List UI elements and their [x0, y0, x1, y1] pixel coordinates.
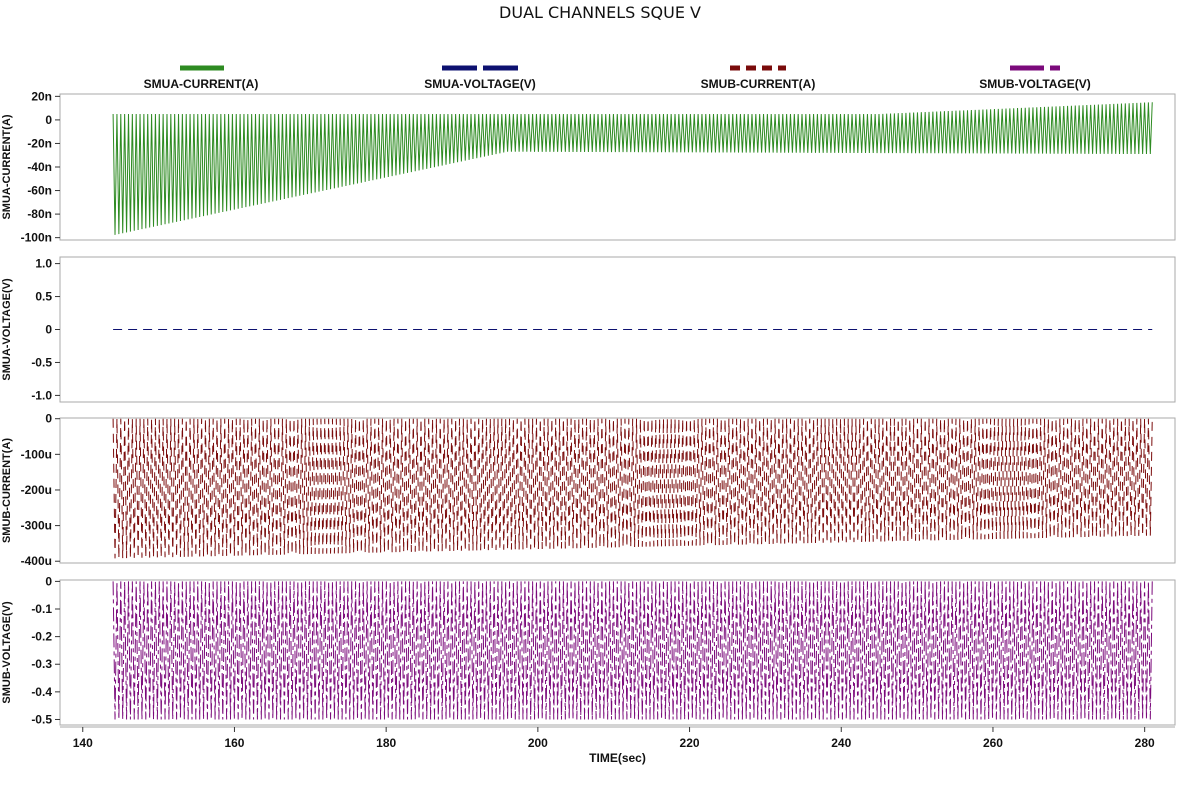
y-tick-label: 0 — [45, 412, 52, 426]
x-tick-label: 260 — [983, 736, 1003, 750]
x-tick-label: 220 — [680, 736, 700, 750]
y-tick-label: -400u — [21, 554, 52, 568]
y-tick-label: -20n — [27, 136, 52, 150]
series-trace-3 — [112, 418, 1153, 559]
y-tick-label: 0 — [45, 113, 52, 127]
x-tick-label: 140 — [73, 736, 93, 750]
panel-3: 0 -100u -200u -300u -400u SMUB-CURRENT(A) — [1, 412, 1176, 568]
y-tick-label: -0.5 — [31, 355, 52, 369]
y-tick-label: -1.0 — [31, 388, 52, 402]
y-tick-label: -0.1 — [31, 602, 52, 616]
legend-label-2: SMUA-VOLTAGE(V) — [424, 77, 536, 91]
x-tick-label: 180 — [376, 736, 396, 750]
y-tick-label: -0.5 — [31, 712, 52, 726]
panel-2: 1.0 0.5 0 -0.5 -1.0 SMUA-VOLTAGE(V) — [1, 256, 1176, 403]
x-tick-label: 160 — [224, 736, 244, 750]
y-tick-label: -40n — [27, 160, 52, 174]
y-tick-label: 0 — [45, 323, 52, 337]
y-tick-label: -80n — [27, 207, 52, 221]
panel-frame — [59, 256, 1176, 403]
chart-title: DUAL CHANNELS SQUE V — [499, 3, 701, 22]
legend-label-4: SMUB-VOLTAGE(V) — [979, 77, 1091, 91]
y-tick-label: -100n — [21, 231, 52, 245]
y-tick-label: -200u — [21, 483, 52, 497]
y-tick-label: 0.5 — [35, 290, 52, 304]
x-tick-label: 280 — [1135, 736, 1155, 750]
y-tick-label: -0.4 — [31, 685, 52, 699]
series-trace-1 — [112, 102, 1153, 235]
y-tick-label: -0.3 — [31, 657, 52, 671]
x-axis-title: TIME(sec) — [589, 751, 646, 765]
panel-frame — [59, 579, 1176, 726]
y-tick-label: -300u — [21, 519, 52, 533]
panel-1: 20n 0 -20n -40n -60n -80n -100n SMUA-CURRENT(A) — [1, 89, 1176, 245]
series-trace-4 — [112, 581, 1153, 720]
y-tick-label: -100u — [21, 447, 52, 461]
legend-label-3: SMUB-CURRENT(A) — [701, 77, 816, 91]
y-axis-title: SMUB-CURRENT(A) — [1, 438, 13, 543]
y-axis-title: SMUB-VOLTAGE(V) — [1, 601, 13, 704]
panel-4: 0 -0.1 -0.2 -0.3 -0.4 -0.5 SMUB-VOLTAGE(V) — [1, 574, 1176, 726]
y-tick-label: 0 — [45, 574, 52, 588]
legend-label-1: SMUA-CURRENT(A) — [144, 77, 259, 91]
y-tick-label: 1.0 — [35, 257, 52, 271]
x-tick-label: 200 — [528, 736, 548, 750]
x-tick-label: 240 — [831, 736, 851, 750]
y-axis-title: SMUA-VOLTAGE(V) — [1, 278, 13, 381]
y-axis-title: SMUA-CURRENT(A) — [1, 114, 13, 219]
y-tick-label: -0.2 — [31, 630, 52, 644]
y-tick-label: -60n — [27, 184, 52, 198]
y-tick-label: 20n — [31, 89, 52, 103]
panel-frame — [59, 417, 1176, 564]
